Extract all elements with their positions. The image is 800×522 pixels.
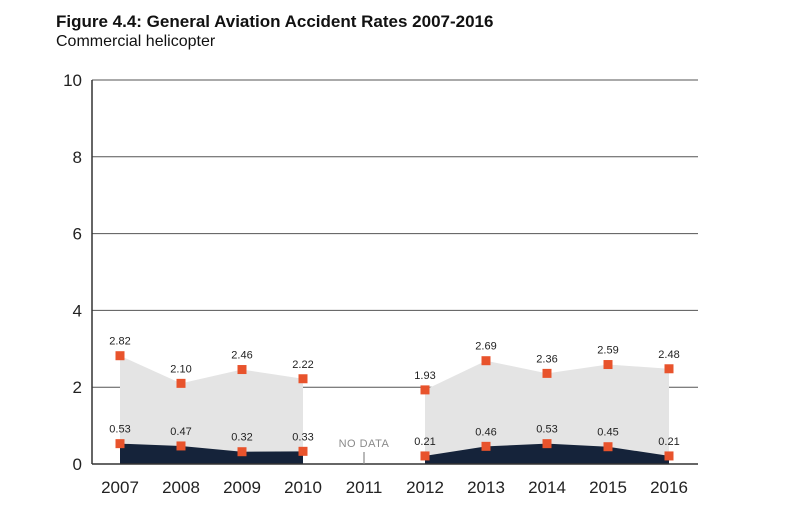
- upper-series-marker: [298, 374, 308, 384]
- lower-series-marker: [420, 451, 430, 461]
- lower-series-marker: [664, 451, 674, 461]
- axes: 0 2 4 6 8 10 2007 2008 2009 2010 2011 2012 2013 2014 2…: [63, 71, 698, 497]
- x-tick-label: 2012: [406, 478, 444, 497]
- no-data-annotation: NO DATA: [339, 438, 390, 450]
- lower-series-marker: [481, 441, 491, 451]
- lower-series-marker: [542, 439, 552, 449]
- upper-series-marker: [542, 368, 552, 378]
- upper-data-label: 2.46: [231, 350, 252, 362]
- upper-data-label: 2.82: [109, 336, 130, 348]
- upper-series-marker: [420, 385, 430, 395]
- upper-data-label: 2.36: [536, 353, 557, 365]
- lower-series-marker: [115, 439, 125, 449]
- x-tick-label: 2014: [528, 478, 566, 497]
- x-tick-label: 2010: [284, 478, 322, 497]
- x-tick-label: 2009: [223, 478, 261, 497]
- y-tick-label: 4: [73, 301, 82, 320]
- x-tick-label: 2015: [589, 478, 627, 497]
- lower-series-marker: [298, 446, 308, 456]
- y-tick-label: 8: [73, 148, 82, 167]
- upper-series-marker: [603, 360, 613, 370]
- x-tick-label: 2008: [162, 478, 200, 497]
- upper-series-marker: [664, 364, 674, 374]
- data-labels: NO DATA 2.82 2.10 2.46 2.22 1.93 2.69 2.36 2.59 2…: [109, 336, 680, 464]
- upper-data-label: 2.10: [170, 363, 191, 375]
- x-tick-label: 2013: [467, 478, 505, 497]
- upper-series-marker: [176, 378, 186, 388]
- lower-series-marker: [237, 447, 247, 457]
- upper-series-marker: [237, 365, 247, 375]
- upper-data-label: 1.93: [414, 370, 435, 382]
- lower-data-label: 0.53: [536, 424, 557, 436]
- upper-series-marker: [481, 356, 491, 366]
- upper-data-label: 2.48: [658, 349, 679, 361]
- x-tick-label: 2011: [346, 478, 383, 497]
- upper-data-label: 2.22: [292, 359, 313, 371]
- upper-series-area: [120, 355, 303, 464]
- chart-title: Figure 4.4: General Aviation Accident Ra…: [56, 12, 494, 31]
- upper-data-label: 2.59: [597, 345, 618, 357]
- lower-data-label: 0.21: [414, 436, 435, 448]
- lower-data-label: 0.45: [597, 427, 618, 439]
- upper-series-marker: [115, 351, 125, 361]
- y-tick-label: 6: [73, 225, 82, 244]
- x-tick-label: 2016: [650, 478, 688, 497]
- gridlines: [92, 79, 698, 388]
- y-tick-label: 10: [63, 71, 82, 90]
- markers: [115, 351, 674, 461]
- lower-data-label: 0.46: [475, 426, 496, 438]
- chart-subtitle: Commercial helicopter: [56, 33, 216, 50]
- lower-data-label: 0.33: [292, 431, 313, 443]
- lower-data-label: 0.47: [170, 426, 191, 438]
- x-tick-label: 2007: [101, 478, 139, 497]
- upper-series-area: [425, 360, 669, 464]
- lower-data-label: 0.32: [231, 432, 252, 444]
- upper-data-label: 2.69: [475, 341, 496, 353]
- lower-data-label: 0.53: [109, 424, 130, 436]
- lower-series-marker: [603, 442, 613, 452]
- lower-data-label: 0.21: [658, 436, 679, 448]
- lower-series-area: [120, 443, 303, 464]
- area-layer: [120, 355, 669, 464]
- y-tick-label: 0: [73, 455, 82, 474]
- y-tick-label: 2: [73, 378, 82, 397]
- lower-series-marker: [176, 441, 186, 451]
